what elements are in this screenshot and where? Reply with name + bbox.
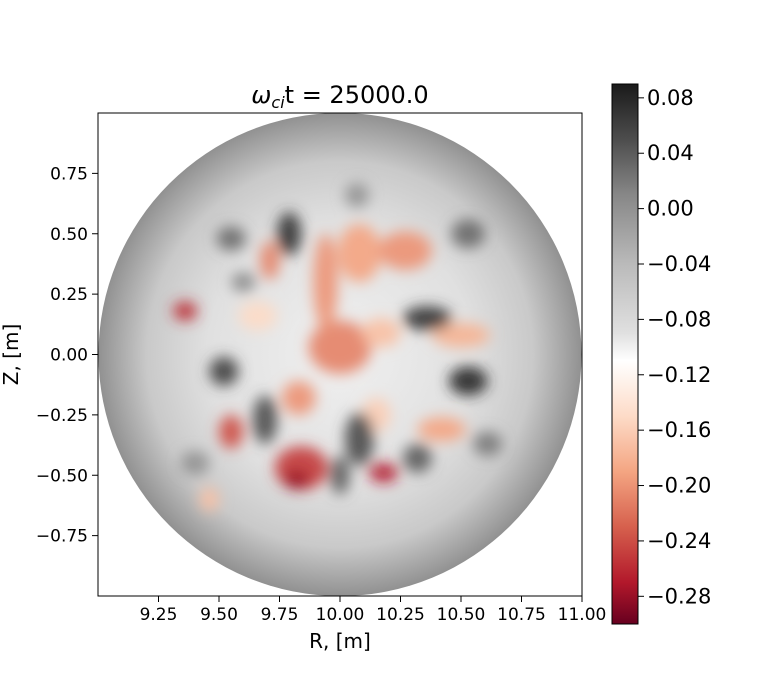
colorbar-tick-label: −0.28 [647, 584, 711, 608]
plot-title: ωcit = 25000.0 [251, 81, 428, 112]
negative-region-13 [284, 470, 309, 490]
positive-region-21 [448, 366, 488, 396]
y-tick-label: −0.75 [36, 527, 88, 547]
negative-region-1 [313, 233, 338, 331]
x-tick-label: 10.00 [316, 605, 365, 625]
y-axis-label: Z, [m] [0, 324, 23, 386]
positive-region-23 [231, 272, 256, 292]
negative-region-16 [199, 487, 220, 512]
colorbar-ticks: 0.08 0.04 0.00 −0.04 −0.08 −0.12 −0.16 −0.20 −0.… [638, 86, 711, 608]
colorbar-tick-label: −0.16 [647, 418, 711, 442]
positive-region-28 [473, 431, 503, 456]
plot-area [97, 112, 583, 597]
y-tick-label: −0.50 [36, 466, 88, 486]
y-tick-label: 0.25 [50, 285, 88, 305]
x-tick-label: 9.50 [200, 605, 238, 625]
y-tick-label: 0.00 [50, 346, 88, 366]
x-tick-label: 11.00 [558, 605, 607, 625]
y-tick-label: 0.50 [50, 225, 88, 245]
positive-region-19 [402, 306, 452, 331]
negative-region-4 [260, 240, 280, 280]
positive-region-26 [330, 455, 350, 495]
negative-region-8 [431, 323, 491, 348]
positive-region-22 [209, 356, 239, 386]
positive-region-17 [277, 212, 302, 256]
negative-region-3 [378, 231, 432, 270]
x-axis: 9.25 9.50 9.75 10.00 10.25 10.50 10.75 11.00 [140, 596, 607, 625]
colorbar-tick-label: −0.24 [647, 529, 711, 553]
colorbar-tick-label: −0.08 [647, 307, 711, 331]
colorbar-tick-label: 0.04 [647, 141, 694, 165]
negative-region-14 [369, 463, 399, 483]
x-tick-label: 10.75 [497, 605, 546, 625]
colorbar-tick-label: −0.12 [647, 363, 711, 387]
colorbar-tick-label: 0.08 [647, 86, 694, 110]
negative-region-9 [281, 381, 316, 415]
negative-region-2 [337, 224, 382, 283]
positive-region-24 [252, 395, 278, 444]
negative-region-5 [173, 301, 198, 321]
colorbar-tick-label: −0.20 [647, 474, 711, 498]
y-tick-label: −0.25 [36, 406, 88, 426]
y-axis: 0.75 0.50 0.25 0.00 −0.25 −0.50 −0.75 [36, 164, 98, 547]
negative-region-7 [361, 318, 401, 348]
y-tick-label: 0.75 [50, 164, 88, 184]
negative-region-15 [219, 414, 244, 449]
colorbar: 0.08 0.04 0.00 −0.04 −0.08 −0.12 −0.16 −0.20 −0.… [611, 83, 711, 625]
x-tick-label: 9.25 [140, 605, 178, 625]
positive-region-20 [451, 219, 486, 249]
negative-region-11 [417, 417, 466, 442]
colorbar-tick-label: −0.04 [647, 252, 711, 276]
negative-region-0 [308, 320, 372, 374]
x-tick-label: 10.25 [376, 605, 425, 625]
title-omega: ω [251, 81, 271, 109]
x-tick-label: 9.75 [261, 605, 299, 625]
colorbar-tick-label: 0.00 [647, 197, 694, 221]
positive-region-29 [180, 451, 210, 476]
positive-region-18 [216, 226, 246, 251]
field-features [173, 183, 503, 512]
positive-region-30 [344, 183, 370, 208]
colorbar-bar [611, 83, 639, 625]
title-subscript: ci [271, 93, 285, 112]
negative-region-6 [238, 301, 278, 331]
x-tick-label: 10.50 [437, 605, 486, 625]
positive-region-25 [344, 412, 374, 466]
positive-region-27 [402, 443, 432, 473]
title-rest: t = 25000.0 [285, 81, 429, 109]
x-axis-label: R, [m] [309, 629, 371, 653]
